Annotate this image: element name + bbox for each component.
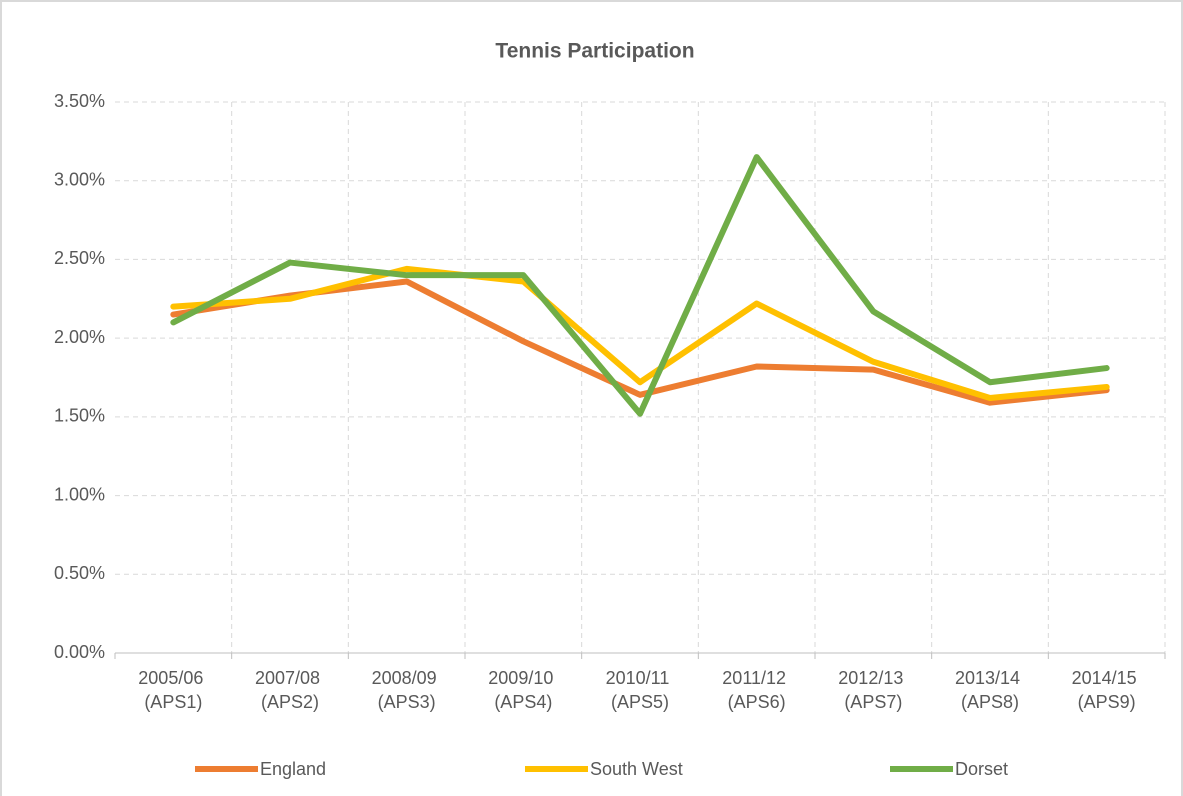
series-line bbox=[170, 265, 1110, 401]
legend-label: South West bbox=[590, 759, 683, 779]
x-tick-label: 2007/08 (APS2) bbox=[255, 668, 325, 712]
y-tick-label: 0.00% bbox=[54, 642, 105, 662]
y-tick-label: 3.00% bbox=[54, 169, 105, 189]
chart-title: Tennis Participation bbox=[495, 40, 694, 63]
y-tick-label: 1.00% bbox=[54, 484, 105, 504]
x-tick-label: 2014/15 (APS9) bbox=[1072, 668, 1142, 712]
legend-label: Dorset bbox=[955, 759, 1008, 779]
x-tick-label: 2013/14 (APS8) bbox=[955, 668, 1025, 712]
x-tick-label: 2009/10 (APS4) bbox=[488, 668, 558, 712]
y-tick-label: 2.00% bbox=[54, 327, 105, 347]
y-tick-label: 1.50% bbox=[54, 406, 105, 426]
series-line bbox=[170, 154, 1110, 417]
y-tick-label: 3.50% bbox=[54, 91, 105, 111]
y-tick-label: 0.50% bbox=[54, 563, 105, 583]
x-tick-label: 2010/11 (APS5) bbox=[606, 668, 675, 712]
x-tick-label: 2011/12 (APS6) bbox=[722, 668, 791, 712]
legend-label: England bbox=[260, 759, 326, 779]
x-tick-label: 2008/09 (APS3) bbox=[372, 668, 442, 712]
x-tick-label: 2012/13 (APS7) bbox=[838, 668, 908, 712]
x-tick-label: 2005/06 (APS1) bbox=[138, 668, 208, 712]
y-tick-label: 2.50% bbox=[54, 248, 105, 268]
